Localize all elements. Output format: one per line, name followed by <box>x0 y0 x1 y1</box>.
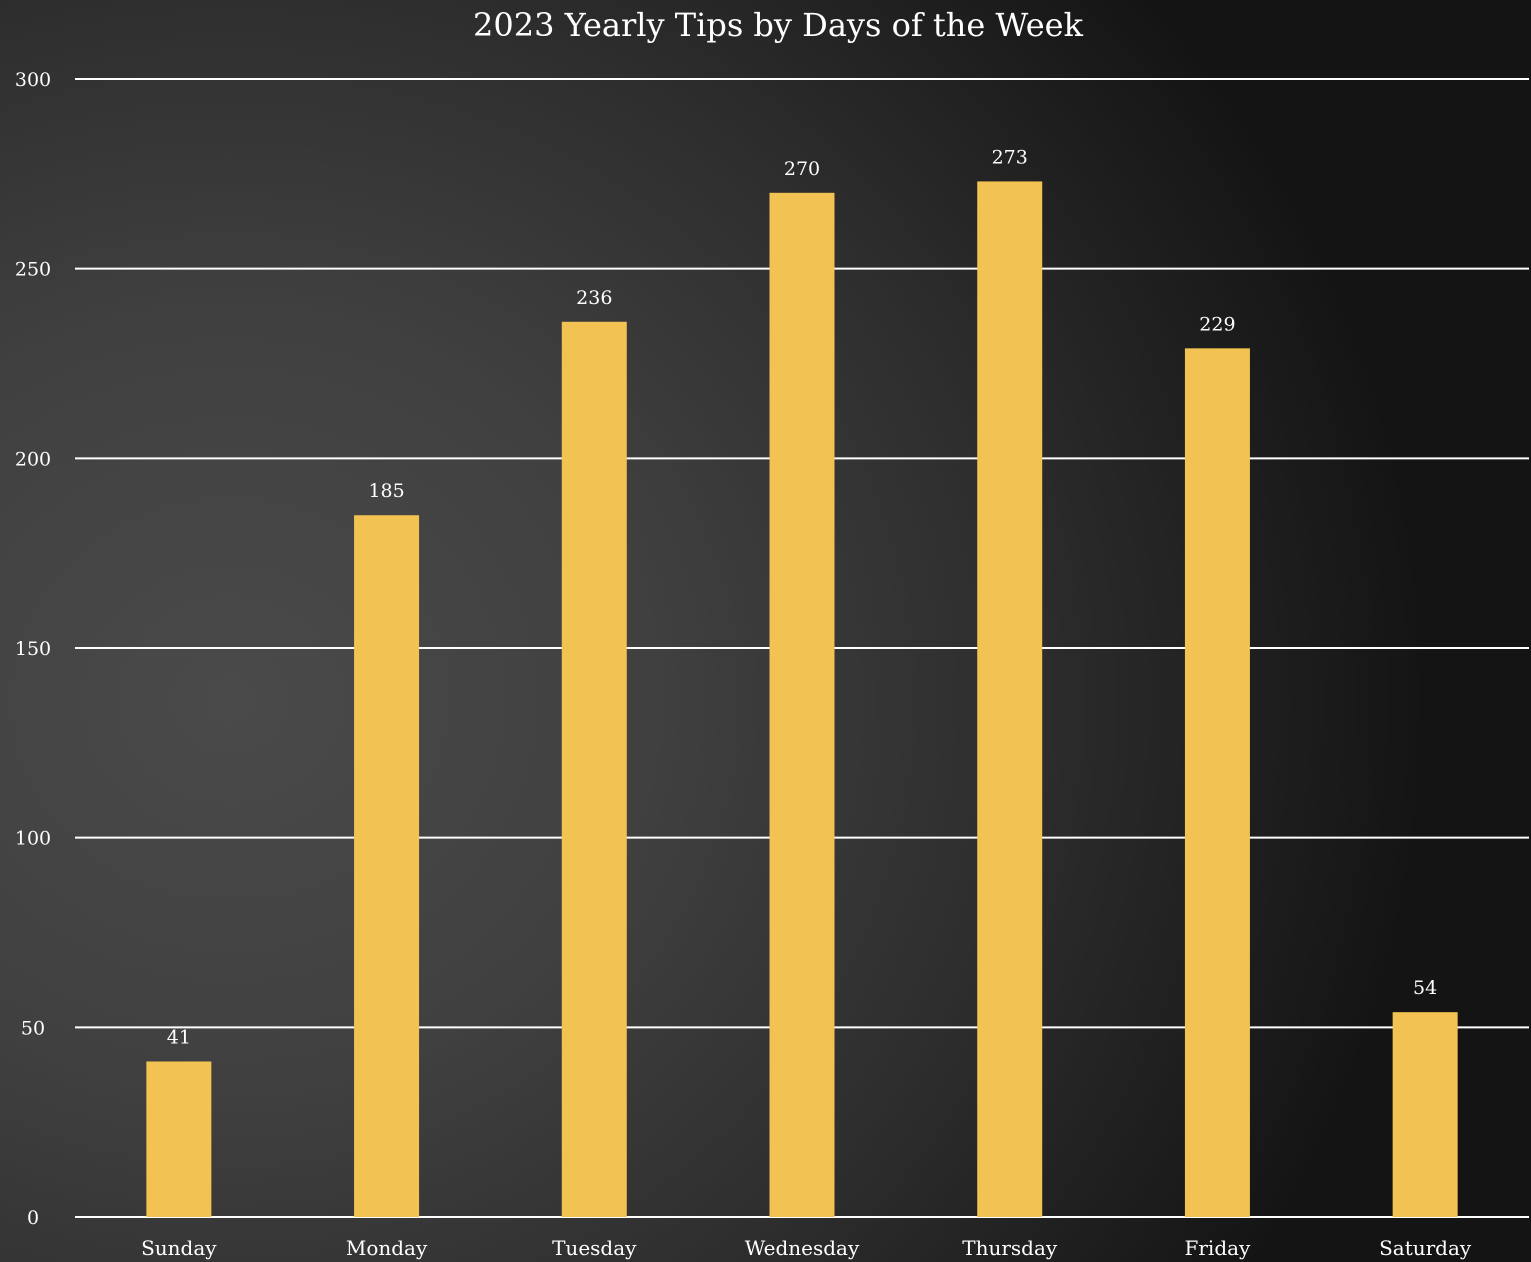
x-tick-label: Sunday <box>141 1236 217 1260</box>
data-label: 273 <box>992 146 1028 168</box>
y-axis-tick-labels: 0 50 100 150 200 250 300 <box>15 69 51 1229</box>
x-tick-label: Friday <box>1184 1236 1251 1260</box>
y-tick-label: 0 <box>27 1207 39 1229</box>
x-tick-label: Monday <box>346 1236 428 1260</box>
y-tick-label: 50 <box>21 1017 45 1039</box>
bar-thursday <box>977 181 1043 1217</box>
x-tick-label: Wednesday <box>745 1236 860 1260</box>
x-axis-category-labels: Sunday Monday Tuesday Wednesday Thursday Frid… <box>141 1236 1472 1260</box>
y-tick-label: 300 <box>15 69 51 91</box>
data-label: 41 <box>167 1026 191 1048</box>
bar-wednesday <box>769 192 835 1217</box>
chart-title: 2023 Yearly Tips by Days of the Week <box>473 6 1084 44</box>
data-label: 229 <box>1199 313 1235 335</box>
data-label: 54 <box>1413 977 1437 999</box>
data-label: 236 <box>576 287 612 309</box>
bars <box>146 181 1458 1218</box>
y-tick-label: 200 <box>15 448 51 470</box>
x-tick-label: Saturday <box>1379 1236 1472 1260</box>
bar-saturday <box>1392 1012 1458 1217</box>
y-tick-label: 100 <box>15 828 51 850</box>
bar-friday <box>1184 348 1250 1217</box>
y-tick-label: 250 <box>15 259 51 281</box>
bar-tuesday <box>561 321 627 1218</box>
y-tick-label: 150 <box>15 638 51 660</box>
bar-monday <box>354 515 420 1217</box>
data-label: 270 <box>784 158 820 180</box>
data-labels: 41 185 236 270 273 229 54 <box>167 146 1437 1048</box>
x-tick-label: Thursday <box>962 1236 1058 1260</box>
data-label: 185 <box>368 480 404 502</box>
x-tick-label: Tuesday <box>552 1236 637 1260</box>
bar-sunday <box>146 1061 212 1217</box>
